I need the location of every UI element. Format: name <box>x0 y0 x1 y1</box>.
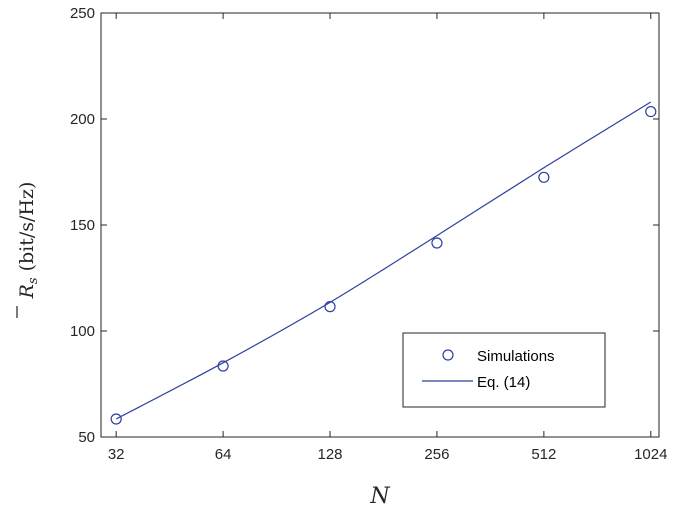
y-axis-subscript: s <box>26 277 41 284</box>
x-tick-label: 256 <box>424 446 449 463</box>
legend: Simulations Eq. (14) <box>402 332 606 408</box>
y-axis: 50 100 150 200 250 <box>70 5 659 446</box>
x-tick-label: 1024 <box>634 446 667 463</box>
y-tick-label: 50 <box>78 429 95 446</box>
x-tick-label: 512 <box>531 446 556 463</box>
simulation-point <box>645 105 657 118</box>
y-axis-unit: (bit/s/Hz) <box>16 182 38 272</box>
x-axis-title: N <box>369 484 390 508</box>
legend-marker-simulations <box>442 349 454 361</box>
y-tick-label: 250 <box>70 5 95 22</box>
legend-box <box>402 332 606 408</box>
simulation-point <box>110 413 122 425</box>
y-axis-symbol: R <box>16 284 38 299</box>
series-layer <box>110 101 657 425</box>
svg-text:Rs(bit/s/Hz): Rs (bit/s/Hz) <box>16 182 41 300</box>
x-tick-label: 128 <box>318 446 343 463</box>
simulation-point <box>431 237 443 249</box>
x-tick-label: 64 <box>215 446 232 463</box>
y-tick-label: 200 <box>70 111 95 128</box>
simulation-point <box>324 301 336 313</box>
y-axis-title: Rs (bit/s/Hz) <box>16 182 41 318</box>
simulation-point <box>538 171 550 183</box>
y-tick-label: 100 <box>70 323 95 340</box>
legend-label-eq14: Eq. (14) <box>477 374 530 391</box>
legend-label-simulations: Simulations <box>477 348 555 365</box>
simulation-point <box>217 360 229 372</box>
y-tick-label: 150 <box>70 217 95 234</box>
x-axis: 32 64 128 256 512 1024 <box>108 13 667 463</box>
x-tick-label: 32 <box>108 446 125 463</box>
